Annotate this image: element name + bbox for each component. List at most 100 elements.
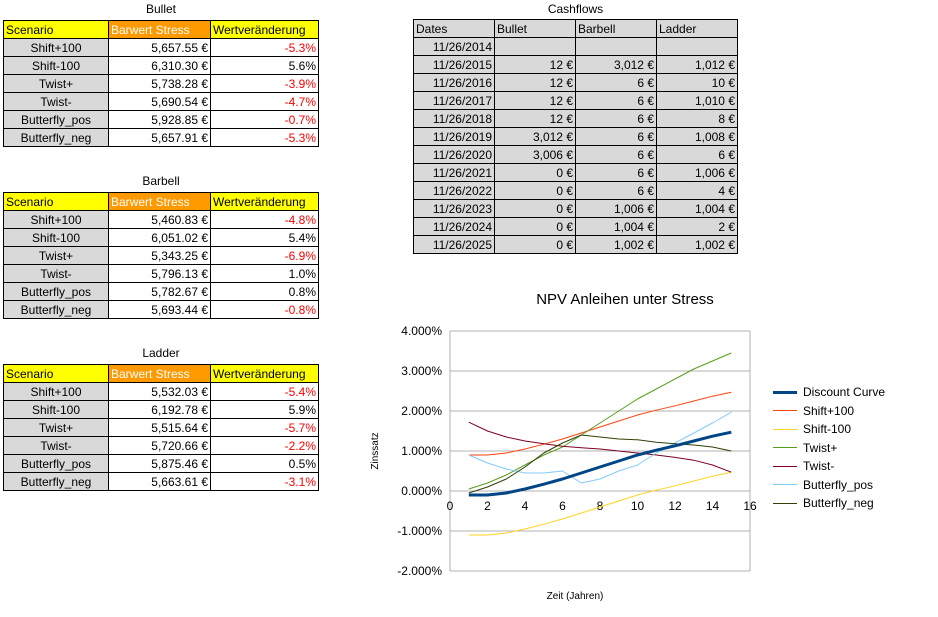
- cashflow-value-cell: 1,002 €: [657, 236, 738, 254]
- column-header: Wertveränderung: [211, 21, 319, 39]
- cashflow-column-header: Bullet: [495, 20, 576, 38]
- barwert-cell: 5,515.64 €: [109, 419, 211, 437]
- x-tick-label: 6: [559, 499, 566, 513]
- series-line-shift-100: [468, 391, 732, 456]
- x-tick-label: 8: [597, 499, 604, 513]
- cashflow-value-cell: 1,012 €: [657, 56, 738, 74]
- legend-label: Twist+: [803, 440, 838, 455]
- barwert-cell: 5,720.66 €: [109, 437, 211, 455]
- barwert-cell: 5,343.25 €: [109, 247, 211, 265]
- cashflow-value-cell: 1,004 €: [657, 200, 738, 218]
- wertveraenderung-cell: -5.4%: [211, 383, 319, 401]
- cashflow-column-header: Ladder: [657, 20, 738, 38]
- series-line-twist-: [468, 421, 732, 473]
- series-line-shift-100: [468, 471, 732, 536]
- scenario-cell: Butterfly_pos: [4, 455, 109, 473]
- column-header: Barwert Stress: [109, 21, 211, 39]
- cashflow-value-cell: 3,012 €: [576, 56, 657, 74]
- x-tick-label: 12: [668, 499, 682, 513]
- cashflow-value-cell: 6 €: [576, 164, 657, 182]
- cashflow-value-cell: 12 €: [495, 92, 576, 110]
- cashflow-date-cell: 11/26/2015: [414, 56, 495, 74]
- cashflow-value-cell: 6 €: [576, 182, 657, 200]
- legend-swatch: [773, 428, 797, 430]
- barwert-cell: 6,051.02 €: [109, 229, 211, 247]
- legend-label: Shift+100: [803, 403, 855, 418]
- legend-swatch: [773, 484, 797, 485]
- cashflow-value-cell: 0 €: [495, 182, 576, 200]
- column-header: Scenario: [4, 365, 109, 383]
- cashflows-table: Dates Bullet Barbell Ladder 11/26/2014 11/26/…: [413, 19, 738, 254]
- scenario-cell: Twist+: [4, 419, 109, 437]
- x-axis-title: Zeit (Jahren): [547, 591, 604, 602]
- chart-title: NPV Anleihen unter Stress: [536, 291, 714, 308]
- cashflow-value-cell: 3,006 €: [495, 146, 576, 164]
- cashflow-value-cell: 6 €: [576, 92, 657, 110]
- legend-entry: Shift-100: [773, 422, 851, 436]
- barwert-cell: 6,192.78 €: [109, 401, 211, 419]
- bullet-table-title: Bullet: [145, 2, 177, 16]
- legend-entry: Butterfly_pos: [773, 478, 873, 492]
- scenario-cell: Butterfly_neg: [4, 301, 109, 319]
- cashflow-value-cell: 1,006 €: [657, 164, 738, 182]
- cashflow-value-cell: 6 €: [657, 146, 738, 164]
- cashflow-value-cell: [657, 38, 738, 56]
- wertveraenderung-cell: 5.9%: [211, 401, 319, 419]
- cashflow-value-cell: 0 €: [495, 200, 576, 218]
- y-tick-label: -1.000%: [397, 524, 442, 538]
- cashflow-value-cell: 1,006 €: [576, 200, 657, 218]
- legend-label: Shift-100: [803, 422, 852, 436]
- series-line-butterfly-neg: [468, 434, 732, 494]
- cashflow-value-cell: 10 €: [657, 74, 738, 92]
- column-header: Wertveränderung: [211, 193, 319, 211]
- cashflow-value-cell: 12 €: [495, 110, 576, 128]
- wertveraenderung-cell: 1.0%: [211, 265, 319, 283]
- cashflow-value-cell: 1,010 €: [657, 92, 738, 110]
- legend-entry: Butterfly_neg: [773, 496, 874, 510]
- cashflow-date-cell: 11/26/2021: [414, 164, 495, 182]
- barbell-table: Scenario Barwert Stress Wertveränderung Shi…: [3, 192, 319, 319]
- wertveraenderung-cell: 0.5%: [211, 455, 319, 473]
- scenario-cell: Butterfly_neg: [4, 129, 109, 147]
- barwert-cell: 5,657.91 €: [109, 129, 211, 147]
- scenario-cell: Twist-: [4, 437, 109, 455]
- wertveraenderung-cell: -0.7%: [211, 111, 319, 129]
- y-tick-label: -2.000%: [397, 564, 442, 578]
- column-header: Barwert Stress: [109, 365, 211, 383]
- wertveraenderung-cell: -4.8%: [211, 211, 319, 229]
- y-axis-title: Zinssatz: [370, 432, 381, 469]
- legend-entry: Discount Curve: [773, 385, 885, 399]
- wertveraenderung-cell: -5.7%: [211, 419, 319, 437]
- barwert-cell: 5,738.28 €: [109, 75, 211, 93]
- scenario-cell: Shift-100: [4, 57, 109, 75]
- y-tick-label: 2.000%: [401, 404, 442, 418]
- cashflow-value-cell: 3,012 €: [495, 128, 576, 146]
- cashflow-date-cell: 11/26/2023: [414, 200, 495, 218]
- cashflow-value-cell: 1,008 €: [657, 128, 738, 146]
- barwert-cell: 5,532.03 €: [109, 383, 211, 401]
- npv-chart: 4.000% 3.000% 2.000% 1.000% 0.000% -1.000% -2.…: [370, 324, 757, 602]
- wertveraenderung-cell: -4.7%: [211, 93, 319, 111]
- cashflow-value-cell: 12 €: [495, 56, 576, 74]
- scenario-cell: Shift+100: [4, 39, 109, 57]
- legend-label: Butterfly_pos: [803, 477, 874, 492]
- scenario-cell: Shift-100: [4, 401, 109, 419]
- cashflow-date-cell: 11/26/2017: [414, 92, 495, 110]
- scenario-cell: Twist-: [4, 265, 109, 283]
- cashflow-value-cell: [495, 38, 576, 56]
- wertveraenderung-cell: -0.8%: [211, 301, 319, 319]
- column-header: Barwert Stress: [109, 193, 211, 211]
- legend-swatch: [773, 390, 797, 394]
- legend-label: Twist-: [803, 459, 835, 473]
- column-header: Scenario: [4, 21, 109, 39]
- legend-swatch: [773, 447, 797, 448]
- cashflow-value-cell: [576, 38, 657, 56]
- cashflow-value-cell: 6 €: [576, 128, 657, 146]
- y-tick-label: 0.000%: [401, 484, 442, 498]
- cashflows-title: Cashflows: [547, 2, 604, 16]
- legend-entry: Twist+: [773, 441, 837, 455]
- cashflow-date-cell: 11/26/2018: [414, 110, 495, 128]
- y-tick-label: 4.000%: [401, 324, 442, 338]
- cashflow-value-cell: 6 €: [576, 74, 657, 92]
- cashflow-value-cell: 1,002 €: [576, 236, 657, 254]
